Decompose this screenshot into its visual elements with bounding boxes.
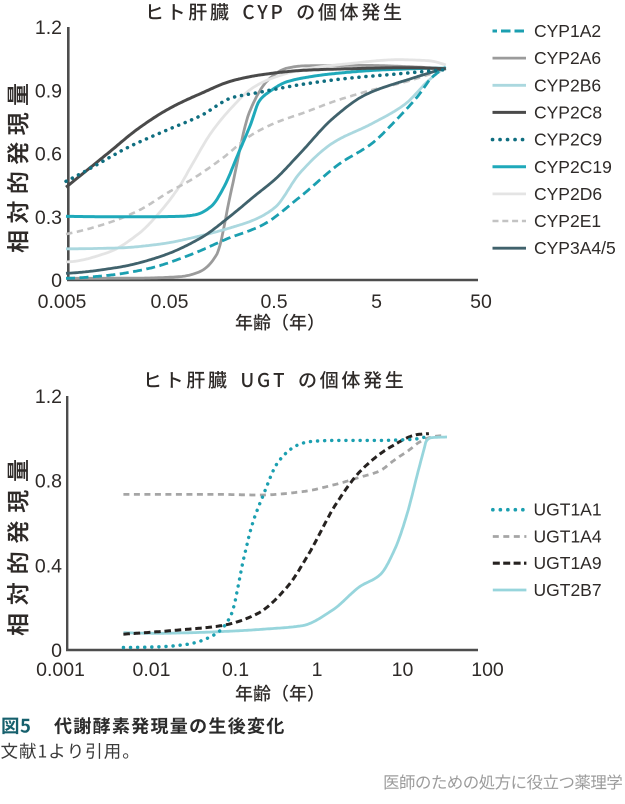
svg-text:CYP2E1: CYP2E1 [534, 211, 601, 231]
svg-text:CYP2D6: CYP2D6 [534, 184, 602, 204]
svg-text:0.6: 0.6 [35, 144, 62, 166]
svg-text:1.2: 1.2 [35, 386, 62, 408]
svg-text:1: 1 [312, 659, 323, 681]
svg-text:0.001: 0.001 [36, 659, 85, 681]
svg-text:0.4: 0.4 [35, 555, 62, 577]
svg-text:0.5: 0.5 [260, 291, 287, 313]
svg-text:UGT2B7: UGT2B7 [534, 580, 602, 600]
svg-text:CYP2C19: CYP2C19 [534, 157, 612, 177]
svg-text:50: 50 [470, 291, 492, 313]
svg-text:CYP1A2: CYP1A2 [534, 21, 601, 41]
svg-text:1.2: 1.2 [35, 17, 62, 39]
svg-text:CYP2C9: CYP2C9 [534, 130, 602, 150]
svg-text:CYP2B6: CYP2B6 [534, 75, 601, 95]
svg-text:100: 100 [471, 659, 504, 681]
svg-text:0.8: 0.8 [35, 471, 62, 493]
svg-text:0.01: 0.01 [133, 659, 171, 681]
svg-text:0.1: 0.1 [222, 659, 249, 681]
svg-text:0.005: 0.005 [38, 291, 87, 313]
svg-text:0.3: 0.3 [35, 207, 62, 229]
svg-text:0.9: 0.9 [35, 80, 62, 102]
svg-text:CYP3A4/5: CYP3A4/5 [534, 238, 616, 258]
svg-text:0: 0 [51, 640, 62, 662]
svg-text:CYP2C8: CYP2C8 [534, 102, 602, 122]
svg-text:10: 10 [392, 659, 414, 681]
svg-text:UGT1A1: UGT1A1 [534, 500, 602, 520]
svg-text:5: 5 [371, 291, 382, 313]
svg-text:UGT1A9: UGT1A9 [534, 553, 602, 573]
svg-text:0.05: 0.05 [151, 291, 189, 313]
svg-text:CYP2A6: CYP2A6 [534, 48, 601, 68]
svg-text:UGT1A4: UGT1A4 [534, 527, 602, 547]
svg-text:0: 0 [51, 270, 62, 292]
